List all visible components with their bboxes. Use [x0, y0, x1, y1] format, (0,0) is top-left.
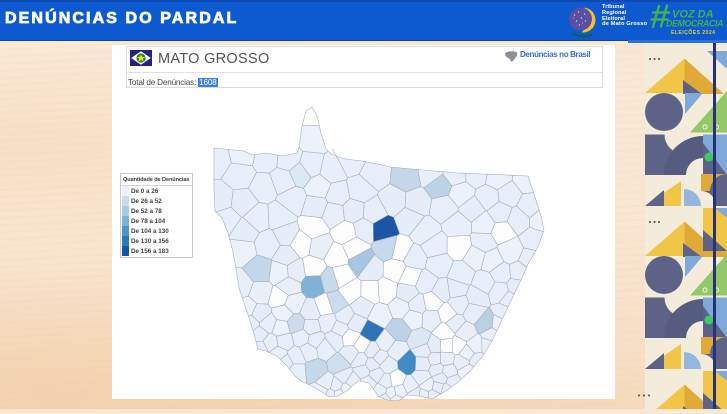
- svg-text:VOZ DA: VOZ DA: [672, 9, 714, 21]
- svg-text:DEMOCRACIA: DEMOCRACIA: [666, 19, 723, 29]
- svg-text:ELEIÇÕES 2024: ELEIÇÕES 2024: [671, 29, 715, 36]
